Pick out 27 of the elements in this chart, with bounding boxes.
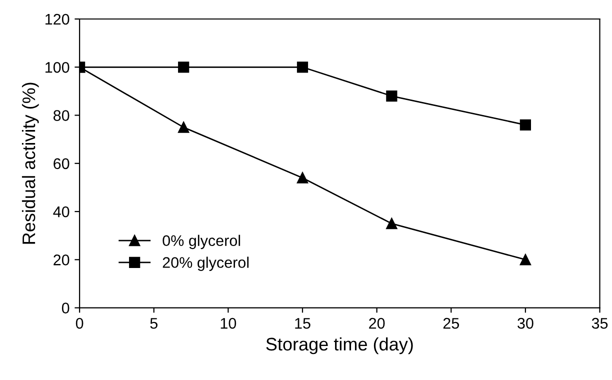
point bbox=[178, 122, 190, 133]
y-tick-label: 20 bbox=[54, 254, 70, 266]
x-tick-label: 35 bbox=[592, 318, 608, 329]
legend-label: 20% glycerol bbox=[162, 256, 249, 271]
y-tick-label: 80 bbox=[54, 110, 70, 121]
point bbox=[520, 119, 531, 130]
point bbox=[520, 254, 531, 266]
x-tick-label: 25 bbox=[443, 318, 459, 329]
point bbox=[296, 62, 308, 73]
x-tick-label: 10 bbox=[220, 318, 236, 329]
y-tick-label: 0 bbox=[62, 302, 70, 314]
x-tick-label: 0 bbox=[76, 318, 84, 329]
y-axis-title: Residual activity (%) bbox=[22, 82, 39, 244]
x-axis-title: Storage time (day) bbox=[266, 337, 413, 354]
point bbox=[296, 172, 308, 184]
x-tick-label: 15 bbox=[295, 318, 310, 329]
y-tick-label: 100 bbox=[46, 62, 70, 73]
legend-label: 0% glycerol bbox=[162, 234, 240, 250]
point bbox=[386, 218, 398, 230]
y-tick-label: 40 bbox=[53, 206, 70, 218]
y-tick-label: 60 bbox=[54, 158, 70, 170]
x-tick-label: 5 bbox=[150, 318, 158, 329]
point bbox=[178, 62, 190, 73]
x-tick-label: 30 bbox=[518, 318, 534, 329]
point bbox=[386, 90, 398, 102]
y-tick-label: 120 bbox=[46, 14, 70, 25]
x-tick-label: 20 bbox=[369, 318, 385, 329]
